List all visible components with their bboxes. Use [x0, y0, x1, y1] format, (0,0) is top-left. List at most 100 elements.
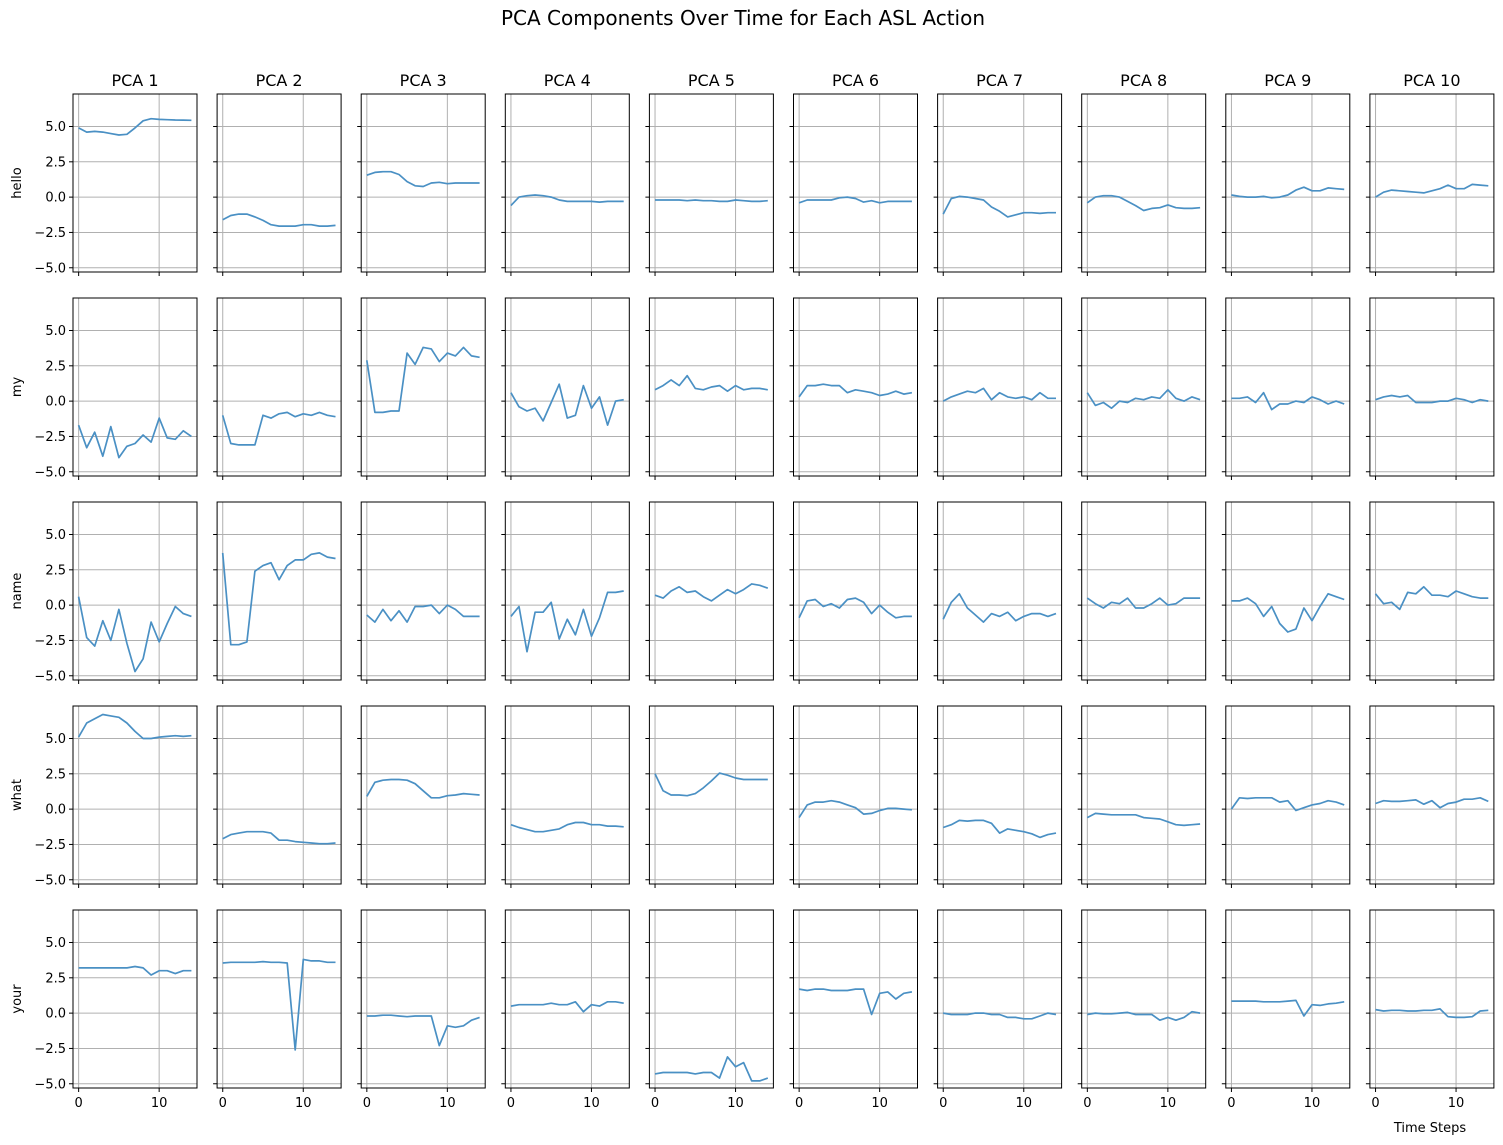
panel-hello-pca-5: PCA 5: [645, 71, 774, 276]
chart-title: PCA Components Over Time for Each ASL Ac…: [501, 6, 985, 30]
series-line: [1231, 999, 1345, 1017]
panel-name-pca-6: [789, 501, 918, 684]
panel-my-pca-4: [501, 297, 630, 480]
panel-frame: [360, 93, 486, 273]
y-tick-label: 5.0: [45, 936, 66, 951]
series-line: [798, 988, 913, 1016]
x-tick-label: 10: [151, 1096, 168, 1111]
series-line: [510, 194, 624, 207]
panel-my-pca-1: −5.0 −2.5 0.0 2.5 5.0: [34, 297, 198, 480]
series-line: [798, 383, 913, 398]
panel-frame: [504, 93, 630, 273]
series-line: [221, 411, 336, 446]
series-line: [798, 597, 912, 619]
series-line: [77, 713, 192, 740]
panel-frame: [216, 501, 342, 681]
series-line: [1086, 597, 1201, 609]
panel-frame: [1225, 705, 1351, 885]
panel-frame: [216, 297, 342, 477]
y-tick-label: 0.0: [45, 395, 66, 410]
series-line: [510, 821, 624, 833]
panel-hello-pca-4: PCA 4: [501, 71, 630, 276]
x-tick-label: 10: [1304, 1096, 1321, 1111]
y-tick-label: 2.5: [45, 971, 66, 986]
y-tick-label: 0.0: [45, 599, 66, 614]
series-line: [1375, 796, 1489, 809]
x-tick-label: 0: [651, 1096, 659, 1111]
series-line: [1231, 391, 1345, 411]
row-label-name: name: [10, 573, 25, 610]
panel-my-pca-3: [357, 297, 486, 480]
panel-frame: [1225, 501, 1351, 681]
series-line: [654, 583, 769, 602]
panel-what-pca-2: [213, 705, 342, 888]
panel-frame: [72, 501, 198, 681]
series-line: [798, 196, 912, 204]
y-tick-label: 0.0: [45, 1007, 66, 1022]
series-line: [942, 195, 1056, 218]
row-label-hello: hello: [10, 167, 25, 198]
panel-hello-pca-9: PCA 9: [1221, 71, 1351, 276]
panel-frame: [937, 705, 1063, 885]
panel-frame: [1369, 909, 1495, 1089]
y-tick-label: 5.0: [45, 732, 66, 747]
x-tick-label: 10: [727, 1096, 744, 1111]
panel-frame: [72, 297, 198, 477]
series-line: [366, 170, 480, 188]
column-title-pca-6: PCA 6: [832, 71, 879, 90]
panel-hello-pca-1: PCA 1 −5.0 −2.5 0.0 2.5 5.0: [34, 71, 198, 276]
series-line: [222, 213, 336, 227]
panel-frame: [793, 501, 918, 681]
panel-what-pca-7: [933, 705, 1063, 888]
series-line: [1086, 194, 1201, 212]
y-tick-label: 5.0: [45, 120, 66, 135]
y-tick-label: −2.5: [34, 838, 66, 853]
series-line: [1086, 812, 1201, 827]
panel-name-pca-5: [645, 501, 774, 684]
panel-what-pca-6: [789, 705, 918, 888]
panel-your-pca-2: 0 10: [213, 909, 342, 1111]
panel-frame: [360, 705, 486, 885]
panel-hello-pca-2: PCA 2: [213, 71, 342, 276]
panel-name-pca-2: [213, 501, 342, 684]
panel-my-pca-8: [1077, 297, 1207, 480]
panel-frame: [648, 501, 774, 681]
series-line: [366, 604, 480, 623]
panel-your-pca-4: 0 10: [501, 909, 630, 1111]
column-title-pca-7: PCA 7: [976, 71, 1023, 90]
series-line: [77, 417, 192, 459]
panel-grid: hello PCA 1 −5.0 −2.5 0.0 2.5 5.0 PCA 2 PCA 3 PCA…: [10, 71, 1495, 1111]
panel-frame: [360, 297, 486, 477]
series-line: [222, 958, 336, 1051]
panel-frame: [793, 909, 918, 1089]
row-label-my: my: [10, 377, 25, 398]
panel-frame: [648, 909, 774, 1089]
panel-frame: [360, 501, 486, 681]
y-tick-label: −2.5: [34, 634, 66, 649]
x-tick-label: 10: [295, 1096, 312, 1111]
panel-name-pca-8: [1077, 501, 1207, 684]
panel-what-pca-10: [1365, 705, 1495, 888]
panel-name-pca-7: [933, 501, 1063, 684]
x-tick-label: 0: [74, 1096, 82, 1111]
x-tick-label: 10: [1015, 1096, 1032, 1111]
x-tick-label: 10: [1448, 1096, 1465, 1111]
series-line: [1375, 1008, 1489, 1019]
series-line: [942, 819, 1057, 839]
x-axis-label: Time Steps: [1393, 1121, 1467, 1136]
panel-your-pca-9: 0 10: [1221, 909, 1351, 1111]
y-tick-label: 2.5: [45, 155, 66, 170]
panel-what-pca-5: [645, 705, 774, 888]
panel-what-pca-4: [501, 705, 630, 888]
row-label-your: your: [10, 984, 25, 1014]
series-line: [510, 590, 624, 653]
panel-your-pca-6: 0 10: [789, 909, 918, 1111]
series-line: [655, 199, 768, 203]
panel-frame: [1081, 501, 1207, 681]
column-title-pca-4: PCA 4: [544, 71, 591, 90]
x-tick-label: 10: [439, 1096, 456, 1111]
panel-frame: [216, 909, 342, 1089]
series-line: [77, 596, 192, 673]
column-title-pca-5: PCA 5: [688, 71, 735, 90]
panel-frame: [1369, 93, 1495, 273]
